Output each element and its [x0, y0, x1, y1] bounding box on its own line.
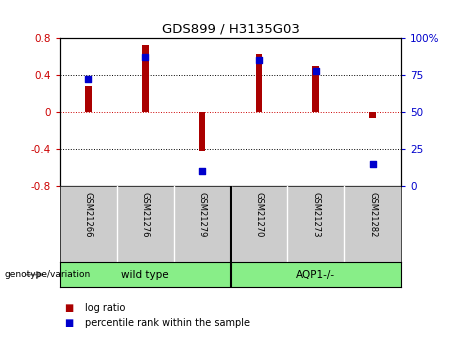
Text: GSM21270: GSM21270	[254, 193, 263, 238]
Text: GSM21273: GSM21273	[311, 193, 320, 238]
Text: GSM21276: GSM21276	[141, 193, 150, 238]
Bar	[313, 66, 319, 112]
Title: GDS899 / H3135G03: GDS899 / H3135G03	[161, 22, 300, 36]
Text: AQP1-/-: AQP1-/-	[296, 270, 335, 279]
Text: ■: ■	[65, 303, 74, 313]
Point	[85, 77, 92, 82]
Text: ■: ■	[65, 318, 74, 328]
Bar	[230, 262, 401, 287]
Text: GSM21266: GSM21266	[84, 193, 93, 238]
Bar	[60, 262, 230, 287]
Text: log ratio: log ratio	[85, 303, 126, 313]
Text: percentile rank within the sample: percentile rank within the sample	[85, 318, 250, 328]
Point	[312, 68, 319, 73]
Point	[255, 57, 263, 63]
Bar	[142, 45, 148, 112]
Bar	[255, 54, 262, 112]
FancyArrowPatch shape	[26, 272, 42, 277]
Bar	[199, 112, 206, 151]
Text: wild type: wild type	[121, 270, 169, 279]
Point	[198, 169, 206, 174]
Bar	[369, 112, 376, 118]
Text: GSM21279: GSM21279	[198, 193, 207, 238]
Text: genotype/variation: genotype/variation	[5, 270, 91, 279]
Point	[369, 161, 376, 167]
Text: GSM21282: GSM21282	[368, 193, 377, 238]
Point	[142, 55, 149, 60]
Bar	[85, 86, 92, 112]
